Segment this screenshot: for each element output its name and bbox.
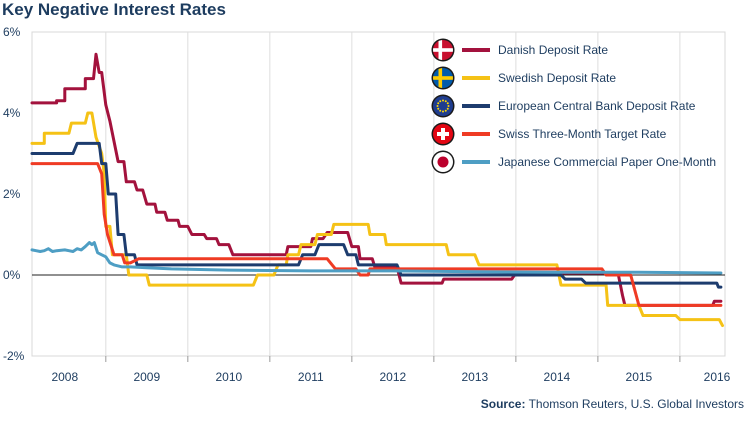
switzerland-flag-icon <box>433 124 453 144</box>
flag-star <box>446 107 449 110</box>
legend-item-3: Swiss Three-Month Target Rate <box>431 122 667 146</box>
source-note: Source: Thomson Reuters, U.S. Global Inv… <box>481 397 744 411</box>
x-tick-label: 2014 <box>544 370 571 384</box>
x-tick-label: 2008 <box>51 370 78 384</box>
series-line-0 <box>30 52 723 307</box>
x-tick-labels: 2008 2009 2010 2011 2012 2013 2014 2015 2016 <box>51 370 730 384</box>
flag-disc <box>437 156 449 168</box>
y-tick-labels: 6% 4% 2% 0% -2% <box>3 25 25 363</box>
flag-cross-v <box>438 40 443 60</box>
chart-title: Key Negative Interest Rates <box>2 0 226 19</box>
flag-star <box>444 109 447 112</box>
legend-item-0: Danish Deposit Rate <box>431 38 608 62</box>
denmark-flag-icon <box>433 40 453 60</box>
source-label: Source: <box>480 397 526 411</box>
y-tick-label: 2% <box>3 187 21 201</box>
flag-star <box>442 99 444 102</box>
flag-star <box>446 102 449 105</box>
plot-frame <box>31 31 726 357</box>
x-tick-label: 2013 <box>462 370 489 384</box>
flag-star <box>447 105 450 107</box>
legend-label: Swiss Three-Month Target Rate <box>498 127 667 141</box>
x-tick-label: 2016 <box>704 370 731 384</box>
flag-cross-v <box>441 128 445 140</box>
grid-lines <box>31 31 726 362</box>
legend-item-2: European Central Bank Deposit Rate <box>431 94 696 118</box>
legend-item-1: Swedish Deposit Rate <box>431 66 616 90</box>
x-tick-label: 2012 <box>380 370 407 384</box>
y-tick-label: 4% <box>3 106 21 120</box>
flag-star <box>437 107 440 110</box>
japan-flag-icon <box>433 152 453 172</box>
flag-star <box>436 105 439 107</box>
x-tick-label: 2015 <box>626 370 653 384</box>
y-tick-label: 0% <box>3 268 21 282</box>
sweden-flag-icon <box>433 68 453 88</box>
y-tick-label: 6% <box>3 25 21 39</box>
series-line-2 <box>30 141 723 289</box>
legend-item-4: Japanese Commercial Paper One-Month <box>431 150 716 174</box>
flag-star <box>437 102 440 105</box>
source-text: Thomson Reuters, U.S. Global Investors <box>528 397 744 411</box>
flag-cross-v <box>438 68 443 88</box>
legend-label: European Central Bank Deposit Rate <box>498 99 696 113</box>
legend-label: Danish Deposit Rate <box>498 43 608 57</box>
y-tick-label: -2% <box>3 349 25 363</box>
flag-cross-h <box>433 76 453 80</box>
flag-star <box>442 110 444 113</box>
series-line-4 <box>30 241 723 275</box>
series-lines <box>30 52 724 328</box>
legend: Danish Deposit Rate Swedish Deposit Rate E… <box>431 38 716 174</box>
flag-star <box>439 109 442 112</box>
flag-star <box>444 100 447 103</box>
flag-cross-h <box>433 48 453 52</box>
flag-field <box>433 96 453 116</box>
series-line-1 <box>30 111 724 328</box>
x-tick-label: 2009 <box>133 370 160 384</box>
legend-label: Swedish Deposit Rate <box>498 71 616 85</box>
x-tick-label: 2011 <box>298 370 324 384</box>
eu-flag-icon <box>433 96 453 116</box>
x-tick-label: 2010 <box>215 370 242 384</box>
flag-star <box>439 100 442 103</box>
legend-label: Japanese Commercial Paper One-Month <box>498 155 716 169</box>
